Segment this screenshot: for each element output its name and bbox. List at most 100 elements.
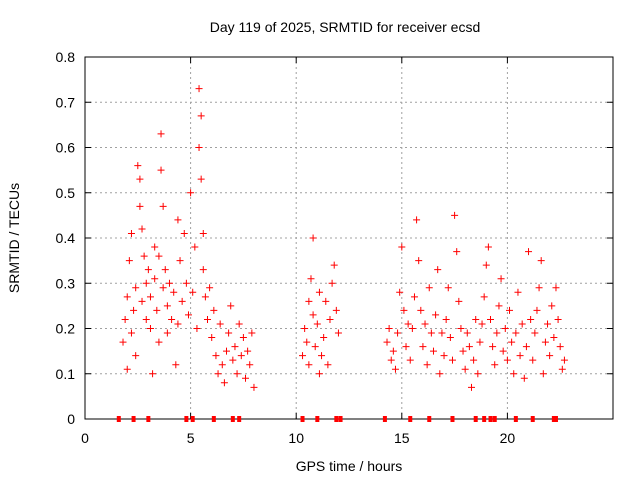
data-point [146, 325, 154, 332]
data-point [172, 361, 180, 369]
data-point [199, 266, 207, 274]
data-point [440, 352, 448, 360]
data-point [544, 320, 552, 328]
data-point [231, 343, 239, 351]
data-point [495, 302, 503, 310]
zero-marker [230, 416, 235, 422]
data-point [299, 352, 307, 360]
grid-lines [85, 57, 613, 419]
data-point [318, 352, 326, 360]
data-point [227, 302, 235, 310]
x-tick-labels: 0 5 10 15 20 [81, 430, 515, 446]
data-point [489, 343, 497, 351]
data-point [525, 248, 533, 256]
data-point [404, 320, 412, 328]
data-point [132, 284, 140, 292]
data-point [157, 130, 165, 138]
zero-marker [488, 416, 493, 422]
data-point [307, 275, 315, 283]
data-point [235, 320, 243, 328]
data-point [459, 347, 467, 355]
data-point [541, 338, 549, 346]
data-point [313, 320, 321, 328]
data-point [155, 252, 163, 260]
data-point [328, 279, 336, 287]
data-point [389, 347, 397, 355]
zero-marker [513, 416, 518, 422]
data-point [537, 257, 545, 265]
zero-marker [408, 416, 413, 422]
data-point [546, 352, 554, 360]
data-point [161, 266, 169, 274]
data-point [155, 338, 163, 346]
data-point [510, 370, 518, 378]
data-point [239, 334, 247, 342]
data-point [421, 320, 429, 328]
zero-marker [146, 416, 151, 422]
x-tick-label: 20 [500, 430, 516, 446]
data-point [556, 343, 564, 351]
zero-marker [450, 416, 455, 422]
data-point [138, 297, 146, 305]
data-point [406, 356, 414, 364]
x-axis-label: GPS time / hours [296, 458, 403, 474]
data-point [474, 370, 482, 378]
data-point [151, 275, 159, 283]
zero-marker [315, 416, 320, 422]
data-point [250, 383, 258, 391]
data-point [305, 361, 313, 369]
data-point [410, 293, 418, 301]
data-point [225, 329, 233, 337]
data-point [223, 347, 231, 355]
zero-marker [116, 416, 121, 422]
data-point [522, 343, 530, 351]
data-point [210, 306, 218, 314]
data-point [237, 352, 245, 360]
data-point [127, 329, 135, 337]
data-point [394, 329, 402, 337]
data-point [125, 257, 133, 265]
data-point [415, 257, 423, 265]
data-point [197, 112, 205, 120]
data-point [465, 343, 473, 351]
y-tick-labels: 0 0.1 0.2 0.3 0.4 0.5 0.6 0.7 0.8 [56, 49, 76, 427]
data-point [218, 361, 226, 369]
data-point [182, 279, 190, 287]
data-point [472, 315, 480, 323]
data-point [400, 306, 408, 314]
data-point [527, 315, 535, 323]
data-point [193, 325, 201, 332]
data-point [419, 343, 427, 351]
data-point [212, 352, 220, 360]
data-point [176, 257, 184, 265]
data-point [429, 347, 437, 355]
data-point [482, 261, 490, 269]
data-point [383, 338, 391, 346]
data-point [203, 315, 211, 323]
data-point [197, 175, 205, 183]
data-point [326, 315, 334, 323]
data-point [153, 306, 161, 314]
zero-marker [237, 416, 242, 422]
data-point [242, 374, 250, 382]
data-point [138, 225, 146, 233]
data-point [199, 229, 207, 237]
chart-title: Day 119 of 2025, SRMTID for receiver ecs… [210, 19, 481, 35]
data-point [165, 279, 173, 287]
data-point [476, 338, 484, 346]
data-point [136, 175, 144, 183]
data-point [396, 288, 404, 296]
data-point [413, 216, 421, 224]
data-point [132, 352, 140, 360]
data-point [529, 356, 537, 364]
zero-marker [184, 416, 189, 422]
data-point [385, 325, 393, 332]
data-point [170, 288, 178, 296]
data-point [189, 288, 197, 296]
x-tick-label: 5 [187, 430, 195, 446]
data-point [311, 343, 319, 351]
data-point [467, 383, 475, 391]
data-point [560, 356, 568, 364]
data-point [503, 356, 511, 364]
zero-marker [492, 416, 497, 422]
